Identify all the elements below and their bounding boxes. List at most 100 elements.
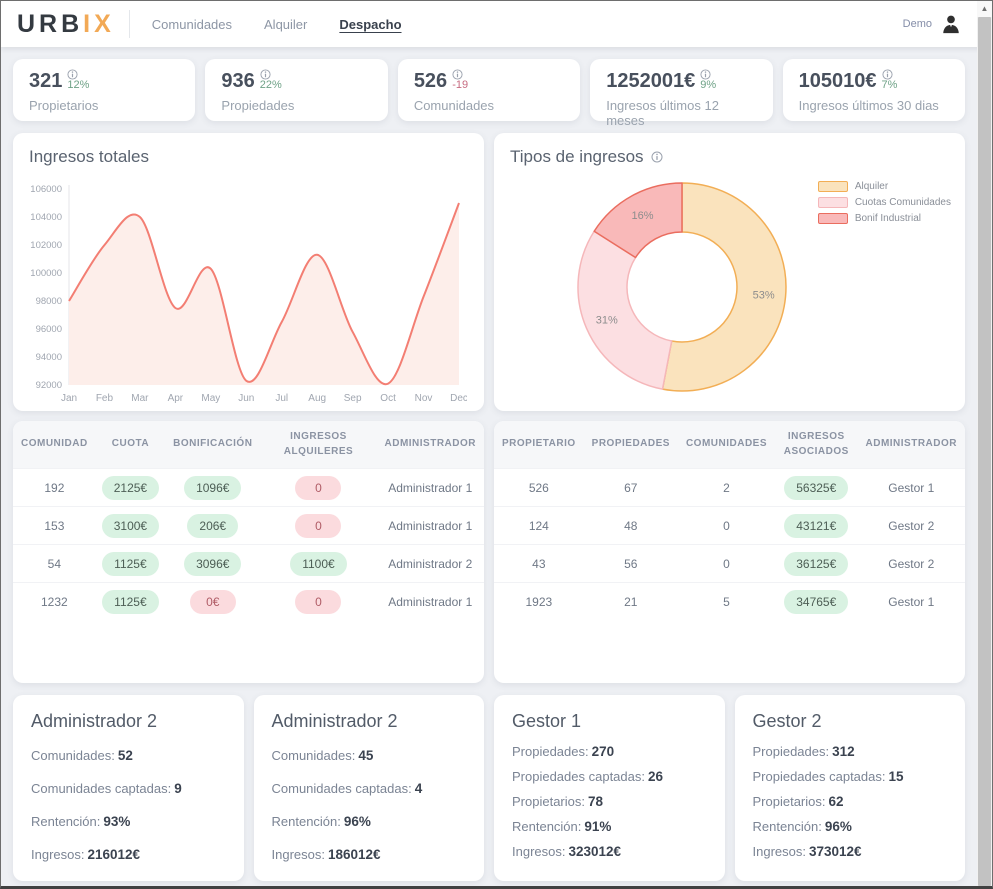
donut-slice-bonif-industrial[interactable] [593, 182, 683, 259]
donut-chart-card: Tipos de ingresos 53% 31% 16% Alquiler Cuot… [494, 133, 965, 411]
nav-divider [128, 10, 130, 38]
scroll-up-button[interactable]: ▲ [977, 1, 992, 17]
navbar: URBIX Comunidades Alquiler Despacho Demo [1, 1, 992, 47]
manager-stat-comunidades-captadas: Comunidades captadas: 9 [31, 781, 226, 796]
table-cell: 0 [677, 544, 776, 583]
stat-label: Rentención: [752, 819, 822, 834]
main-content: 321 12% Propietarios 936 22% Propiedades 526 -1… [1, 47, 977, 886]
stat-label: Rentención: [31, 814, 101, 829]
manager-stat-propiedades: Propiedades: 312 [753, 744, 948, 759]
charts-row: Ingresos totales 106000 104000 102000 10000… [13, 133, 965, 411]
managers-row: Administrador 2 Comunidades: 52 Comunidades… [13, 695, 965, 881]
manager-stat-comunidades: Comunidades: 45 [272, 748, 467, 763]
kpi-value: 321 [29, 70, 63, 92]
stat-label: Propiedades: [512, 744, 589, 759]
table-cell: 48 [583, 506, 678, 545]
manager-stat-propiedades: Propiedades: 270 [512, 744, 707, 759]
stat-value: 15 [888, 769, 904, 784]
column-header-comunidad: COMUNIDAD [13, 421, 96, 469]
table-cell: 1096€ [165, 468, 261, 507]
manager-stat-rentenci-n: Rentención: 91% [512, 819, 707, 834]
stat-label: Ingresos: [31, 847, 85, 862]
table-cell: 43121€ [775, 506, 858, 545]
donut-slice-cuotas-comunidades[interactable] [577, 230, 673, 390]
table-cell: 0€ [165, 582, 261, 621]
kpi-side: 7% [881, 68, 898, 91]
svg-text:98000: 98000 [36, 296, 62, 307]
legend-item-cuotas-comunidades[interactable]: Cuotas Comunidades [817, 197, 951, 208]
svg-text:106000: 106000 [30, 184, 62, 195]
kpi-label: Propiedades [221, 98, 295, 113]
kpi-delta: 9% [700, 79, 717, 91]
legend-item-alquiler[interactable]: Alquiler [817, 181, 951, 192]
logo-primary: URB [17, 9, 84, 38]
value-pill: 1096€ [184, 475, 242, 500]
user-menu[interactable]: Demo [903, 13, 962, 35]
stat-value: 186012€ [327, 847, 381, 862]
info-icon[interactable] [452, 68, 463, 80]
manager-card-gestor-2-3: Gestor 2 Propiedades: 312 Propiedades capta… [734, 695, 965, 881]
manager-card-administrador-2-0: Administrador 2 Comunidades: 52 Comunidades… [13, 695, 244, 881]
svg-text:104000: 104000 [30, 212, 62, 223]
table-cell: 1125€ [95, 544, 166, 583]
table-row: 1923 21 5 34765€ Gestor 1 [494, 582, 965, 621]
nav-item-comunidades[interactable]: Comunidades [151, 16, 233, 32]
manager-stat-rentenci-n: Rentención: 96% [753, 819, 948, 834]
info-icon[interactable] [881, 68, 893, 80]
manager-stat-ingresos: Ingresos: 323012€ [512, 844, 707, 859]
donut-slice-alquiler[interactable] [661, 182, 787, 392]
stat-value: 96% [824, 819, 852, 834]
table-cell: 2 [677, 468, 776, 507]
kpi-main: 1252001€ 9% [606, 68, 756, 91]
stat-label: Comunidades: [271, 748, 356, 763]
table-cell: 67 [583, 468, 678, 507]
column-header-administrador: ADMINISTRADOR [857, 421, 965, 469]
user-avatar-icon[interactable] [940, 13, 962, 35]
svg-text:53%: 53% [753, 290, 775, 302]
info-icon[interactable] [651, 151, 663, 163]
table-cell: Gestor 1 [857, 468, 965, 507]
table-row: 1232 1125€ 0€ 0 Administrador 1 [13, 582, 484, 621]
manager-card-title: Administrador 2 [271, 711, 398, 731]
kpi-label: Ingresos últimos 12 meses [606, 98, 719, 128]
stat-label: Comunidades: [31, 748, 115, 763]
info-icon[interactable] [700, 68, 711, 80]
kpi-main: 936 22% [221, 68, 371, 91]
svg-text:Apr: Apr [168, 393, 184, 404]
scrollbar[interactable]: ▲ [977, 1, 992, 886]
value-pill: 2125€ [101, 475, 160, 500]
kpi-delta: 7% [881, 79, 898, 91]
kpi-card-comunidades: 526 -19 Comunidades [397, 59, 581, 121]
scrollbar-thumb[interactable] [978, 17, 991, 886]
table-cell: Administrador 1 [376, 468, 484, 507]
kpi-side: -19 [452, 68, 468, 91]
app-logo[interactable]: URBIX [17, 10, 115, 39]
kpi-delta: 22% [259, 79, 282, 91]
value-pill: 0 [295, 513, 342, 538]
legend-swatch [817, 213, 848, 224]
svg-text:Sep: Sep [344, 393, 362, 404]
legend-item-bonif-industrial[interactable]: Bonif Industrial [817, 213, 951, 224]
table-cell: Administrador 1 [376, 582, 484, 621]
table-header-row: PROPIETARIO PROPIEDADES COMUNIDADES INGRESO… [494, 421, 965, 469]
line-chart: 106000 104000 102000 100000 98000 96000 94000 9… [30, 184, 468, 404]
kpi-side: 9% [700, 68, 716, 91]
table-cell: Gestor 2 [857, 544, 965, 583]
manager-card-gestor-1-2: Gestor 1 Propiedades: 270 Propiedades capta… [494, 695, 725, 881]
info-icon[interactable] [67, 68, 78, 80]
nav-item-alquiler[interactable]: Alquiler [264, 16, 308, 32]
kpi-main: 321 12% [29, 68, 179, 91]
info-icon[interactable] [260, 68, 271, 80]
nav-item-despacho[interactable]: Despacho [339, 16, 402, 32]
table-cell: 34765€ [775, 582, 858, 621]
manager-stat-propiedades-captadas: Propiedades captadas: 15 [753, 769, 948, 784]
column-header-ingresos-asociados: INGRESOS ASOCIADOS [775, 421, 858, 469]
table-cell: Administrador 2 [376, 544, 484, 583]
kpi-label: Comunidades [413, 98, 495, 113]
value-pill: 3100€ [101, 513, 160, 538]
stat-value: 52 [117, 748, 133, 763]
stat-label: Comunidades captadas: [271, 781, 412, 796]
legend-label: Alquiler [854, 181, 889, 192]
value-pill: 1125€ [102, 589, 159, 614]
